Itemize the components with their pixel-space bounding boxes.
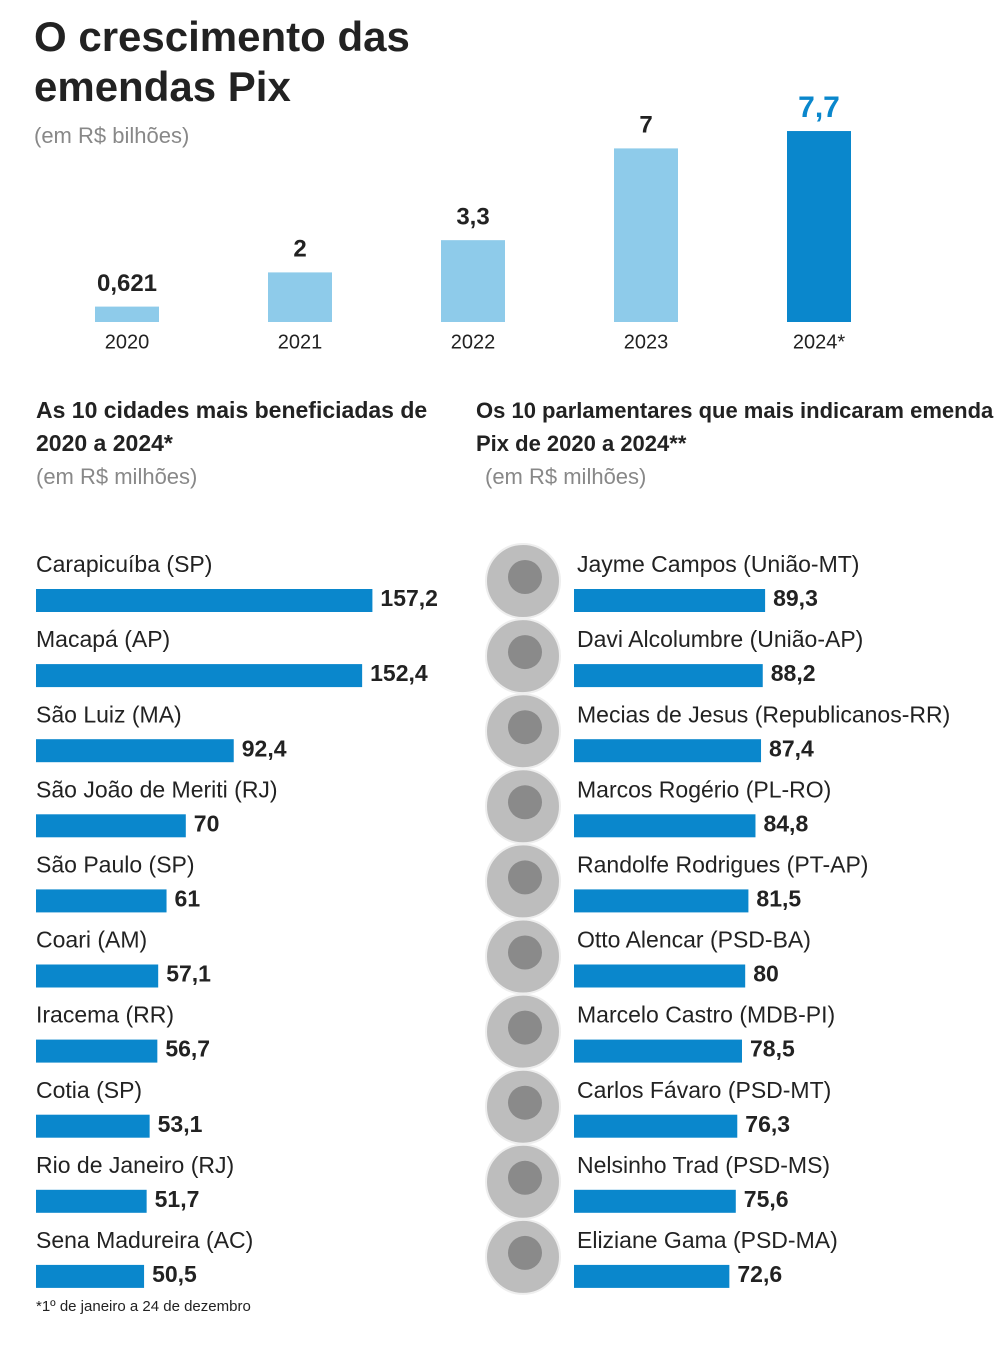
bar xyxy=(36,1189,147,1213)
value-label: 50,5 xyxy=(152,1261,197,1287)
bar xyxy=(36,814,186,838)
x-tick-label: 2021 xyxy=(278,331,323,353)
photo-face xyxy=(508,785,542,820)
category-label: Otto Alencar (PSD-BA) xyxy=(577,927,811,953)
value-label: 56,7 xyxy=(165,1036,210,1062)
bar xyxy=(268,272,332,322)
category-label: São João de Meriti (RJ) xyxy=(36,776,278,802)
bar xyxy=(574,1039,742,1063)
value-label: 89,3 xyxy=(773,585,818,611)
x-tick-label: 2020 xyxy=(105,331,150,353)
value-label: 75,6 xyxy=(744,1186,789,1212)
bar xyxy=(441,240,505,322)
value-label: 81,5 xyxy=(756,885,801,911)
category-label: Eliziane Gama (PSD-MA) xyxy=(577,1227,838,1253)
value-label: 88,2 xyxy=(771,660,816,686)
photo-face xyxy=(508,935,542,970)
bar xyxy=(574,664,763,688)
bar xyxy=(787,131,851,322)
value-label: 0,621 xyxy=(97,270,157,297)
bar xyxy=(36,1039,158,1063)
value-label: 51,7 xyxy=(155,1186,200,1212)
category-label: Nelsinho Trad (PSD-MS) xyxy=(577,1152,830,1178)
category-label: Macapá (AP) xyxy=(36,626,170,652)
photo-face xyxy=(508,560,542,594)
value-label: 53,1 xyxy=(158,1111,203,1137)
category-label: Iracema (RR) xyxy=(36,1002,174,1028)
value-label: 76,3 xyxy=(745,1111,790,1137)
subtitle: (em R$ milhões) xyxy=(485,464,646,489)
value-label: 92,4 xyxy=(242,735,287,761)
value-label: 7,7 xyxy=(798,91,840,124)
bar xyxy=(574,1114,738,1138)
photo-face xyxy=(508,860,542,895)
bar xyxy=(95,306,159,322)
photo-face xyxy=(508,1010,542,1045)
category-label: Sena Madureira (AC) xyxy=(36,1227,253,1253)
value-label: 157,2 xyxy=(380,585,438,611)
bar xyxy=(574,589,766,612)
bar xyxy=(36,1264,145,1288)
bar xyxy=(36,664,363,688)
category-label: Carlos Fávaro (PSD-MT) xyxy=(577,1077,831,1103)
chart-title: Os 10 parlamentares que mais indicaram e… xyxy=(476,398,994,456)
x-tick-label: 2024* xyxy=(793,331,845,353)
x-tick-label: 2022 xyxy=(451,331,496,353)
x-tick-label: 2023 xyxy=(624,331,669,353)
category-label: Marcelo Castro (MDB-PI) xyxy=(577,1002,835,1028)
value-label: 152,4 xyxy=(370,660,428,686)
category-label: São Paulo (SP) xyxy=(36,851,195,877)
bar xyxy=(574,1264,730,1288)
subtitle: (em R$ bilhões) xyxy=(34,123,189,148)
value-label: 84,8 xyxy=(763,810,808,836)
category-label: Coari (AM) xyxy=(36,927,147,953)
value-label: 87,4 xyxy=(769,735,814,761)
category-label: Carapicuíba (SP) xyxy=(36,551,212,577)
bar xyxy=(574,964,746,988)
category-label: Davi Alcolumbre (União-AP) xyxy=(577,626,863,652)
category-label: Randolfe Rodrigues (PT-AP) xyxy=(577,851,868,877)
bar xyxy=(574,889,749,913)
bar xyxy=(36,964,159,988)
chart-title: O crescimento das emendas Pix xyxy=(34,13,410,110)
bar xyxy=(36,589,373,612)
category-label: Jayme Campos (União-MT) xyxy=(577,551,859,577)
bar xyxy=(36,889,167,913)
bar xyxy=(36,739,234,763)
value-label: 3,3 xyxy=(456,204,489,231)
value-label: 72,6 xyxy=(737,1261,782,1287)
category-label: Cotia (SP) xyxy=(36,1077,142,1103)
category-label: Mecias de Jesus (Republicanos-RR) xyxy=(577,701,950,727)
value-label: 2 xyxy=(293,236,306,263)
value-label: 61 xyxy=(175,885,201,911)
value-label: 80 xyxy=(753,961,779,987)
category-label: Marcos Rogério (PL-RO) xyxy=(577,776,831,802)
subtitle: (em R$ milhões) xyxy=(36,464,197,489)
bar xyxy=(574,739,762,763)
value-label: 7 xyxy=(639,112,652,139)
photo-face xyxy=(508,710,542,745)
value-label: 78,5 xyxy=(750,1036,795,1062)
photo-face xyxy=(508,1235,542,1270)
photo-face xyxy=(508,635,542,670)
value-label: 70 xyxy=(194,810,220,836)
value-label: 57,1 xyxy=(166,961,211,987)
photo-face xyxy=(508,1085,542,1120)
bar xyxy=(574,1189,736,1213)
category-label: São Luiz (MA) xyxy=(36,701,182,727)
bar xyxy=(36,1114,150,1138)
bar xyxy=(574,814,756,838)
category-label: Rio de Janeiro (RJ) xyxy=(36,1152,234,1178)
footnote: *1º de janeiro a 24 de dezembro xyxy=(36,1298,251,1315)
chart-title: As 10 cidades mais beneficiadas de 2020 … xyxy=(36,397,428,456)
photo-face xyxy=(508,1160,542,1195)
bar xyxy=(614,148,678,322)
